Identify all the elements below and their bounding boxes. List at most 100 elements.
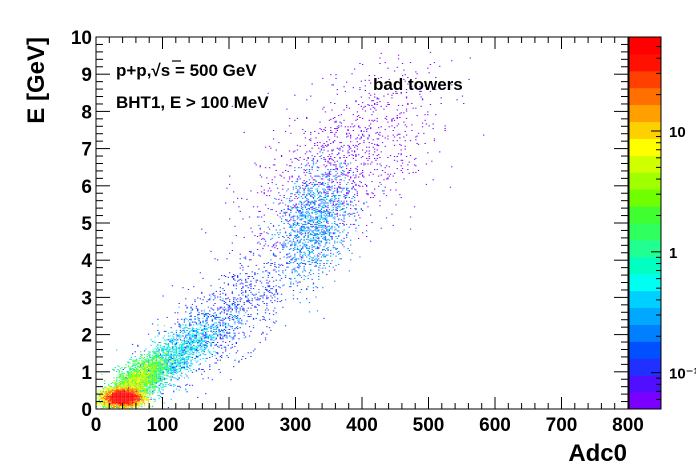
heatmap-cell <box>150 375 152 377</box>
heatmap-cell <box>400 144 402 146</box>
heatmap-cell <box>327 249 329 250</box>
heatmap-cell <box>157 386 159 388</box>
heatmap-cell <box>312 182 315 184</box>
heatmap-cell <box>163 352 166 354</box>
heatmap-cell <box>247 300 249 302</box>
heatmap-cell <box>203 311 205 313</box>
heatmap-cell <box>114 395 116 397</box>
heatmap-cell <box>198 337 200 339</box>
heatmap-cell <box>298 189 300 191</box>
heatmap-cell <box>304 230 307 232</box>
heatmap-cell <box>312 236 315 238</box>
heatmap-cell <box>150 380 152 382</box>
heatmap-cell <box>202 320 204 322</box>
heatmap-cell <box>324 212 327 214</box>
heatmap-cell <box>348 179 350 181</box>
heatmap-cell <box>181 375 183 377</box>
heatmap-cell <box>354 197 356 198</box>
heatmap-cell <box>158 365 160 367</box>
heatmap-cell <box>266 304 268 306</box>
heatmap-cell <box>303 236 305 237</box>
heatmap-cell <box>316 218 319 220</box>
heatmap-cell <box>137 383 139 384</box>
heatmap-cell <box>320 200 323 202</box>
heatmap-cell <box>319 198 321 200</box>
heatmap-cell <box>108 401 110 403</box>
heatmap-cell <box>127 406 130 408</box>
heatmap-cell <box>133 391 135 393</box>
heatmap-cell <box>135 377 138 379</box>
heatmap-cell <box>162 379 164 381</box>
heatmap-cell <box>175 353 178 355</box>
heatmap-cell <box>178 351 180 353</box>
heatmap-cell <box>146 357 148 359</box>
heatmap-cell <box>131 382 134 383</box>
heatmap-cell <box>181 361 183 363</box>
heatmap-cell <box>117 401 119 403</box>
heatmap-cell <box>314 238 316 240</box>
heatmap-cell <box>327 188 329 190</box>
heatmap-cell <box>205 325 207 327</box>
heatmap-cell <box>229 335 231 337</box>
heatmap-cell <box>108 386 110 388</box>
heatmap-cell <box>338 250 340 252</box>
heatmap-cell <box>175 350 178 352</box>
heatmap-cell <box>296 216 299 218</box>
heatmap-cell <box>130 383 132 385</box>
heatmap-cell <box>146 367 148 369</box>
heatmap-cell <box>316 190 319 192</box>
heatmap-cell <box>287 170 289 172</box>
heatmap-cell <box>141 354 143 356</box>
heatmap-cell <box>163 368 166 370</box>
heatmap-cell <box>292 220 295 222</box>
heatmap-cell <box>165 367 167 369</box>
heatmap-cell <box>242 286 244 288</box>
heatmap-cell <box>306 159 308 161</box>
heatmap-cell <box>104 397 106 399</box>
heatmap-cell <box>112 391 114 393</box>
heatmap-cell <box>233 319 235 321</box>
heatmap-cell <box>203 309 205 311</box>
heatmap-cell <box>420 105 422 107</box>
heatmap-cell <box>299 251 301 253</box>
heatmap-cell <box>270 259 272 261</box>
heatmap-cell <box>326 206 328 208</box>
heatmap-cell <box>151 406 154 408</box>
heatmap-cell <box>151 356 154 358</box>
heatmap-cell <box>146 385 148 387</box>
heatmap-cell <box>135 405 138 407</box>
heatmap-cell <box>264 339 267 341</box>
heatmap-cell <box>102 398 104 400</box>
heatmap-cell <box>308 239 311 241</box>
heatmap-cell <box>225 294 227 296</box>
heatmap-cell <box>219 336 221 338</box>
heatmap-cell <box>320 209 323 211</box>
heatmap-cell <box>310 274 312 276</box>
heatmap-cell <box>225 348 227 350</box>
heatmap-cell <box>117 393 119 395</box>
heatmap-cell <box>316 160 319 162</box>
heatmap-cell <box>104 396 106 397</box>
heatmap-cell <box>150 376 152 378</box>
heatmap-cell <box>118 366 120 368</box>
heatmap-cell <box>262 248 264 250</box>
heatmap-cell <box>326 175 328 177</box>
heatmap-cell <box>234 328 236 330</box>
heatmap-cell <box>167 357 170 359</box>
heatmap-cell <box>307 211 309 213</box>
heatmap-cell <box>372 139 374 141</box>
heatmap-cell <box>149 390 151 392</box>
heatmap-cell <box>174 362 176 364</box>
heatmap-cell <box>179 337 182 339</box>
heatmap-cell <box>335 223 337 225</box>
heatmap-cell <box>332 149 334 151</box>
heatmap-cell <box>195 331 198 333</box>
heatmap-cell <box>158 377 160 379</box>
heatmap-cell <box>169 369 171 371</box>
heatmap-cell <box>234 316 236 318</box>
heatmap-cell <box>133 390 135 392</box>
heatmap-cell <box>314 242 316 244</box>
heatmap-cell <box>280 293 283 295</box>
heatmap-cell <box>153 390 155 392</box>
heatmap-cell <box>151 370 154 372</box>
